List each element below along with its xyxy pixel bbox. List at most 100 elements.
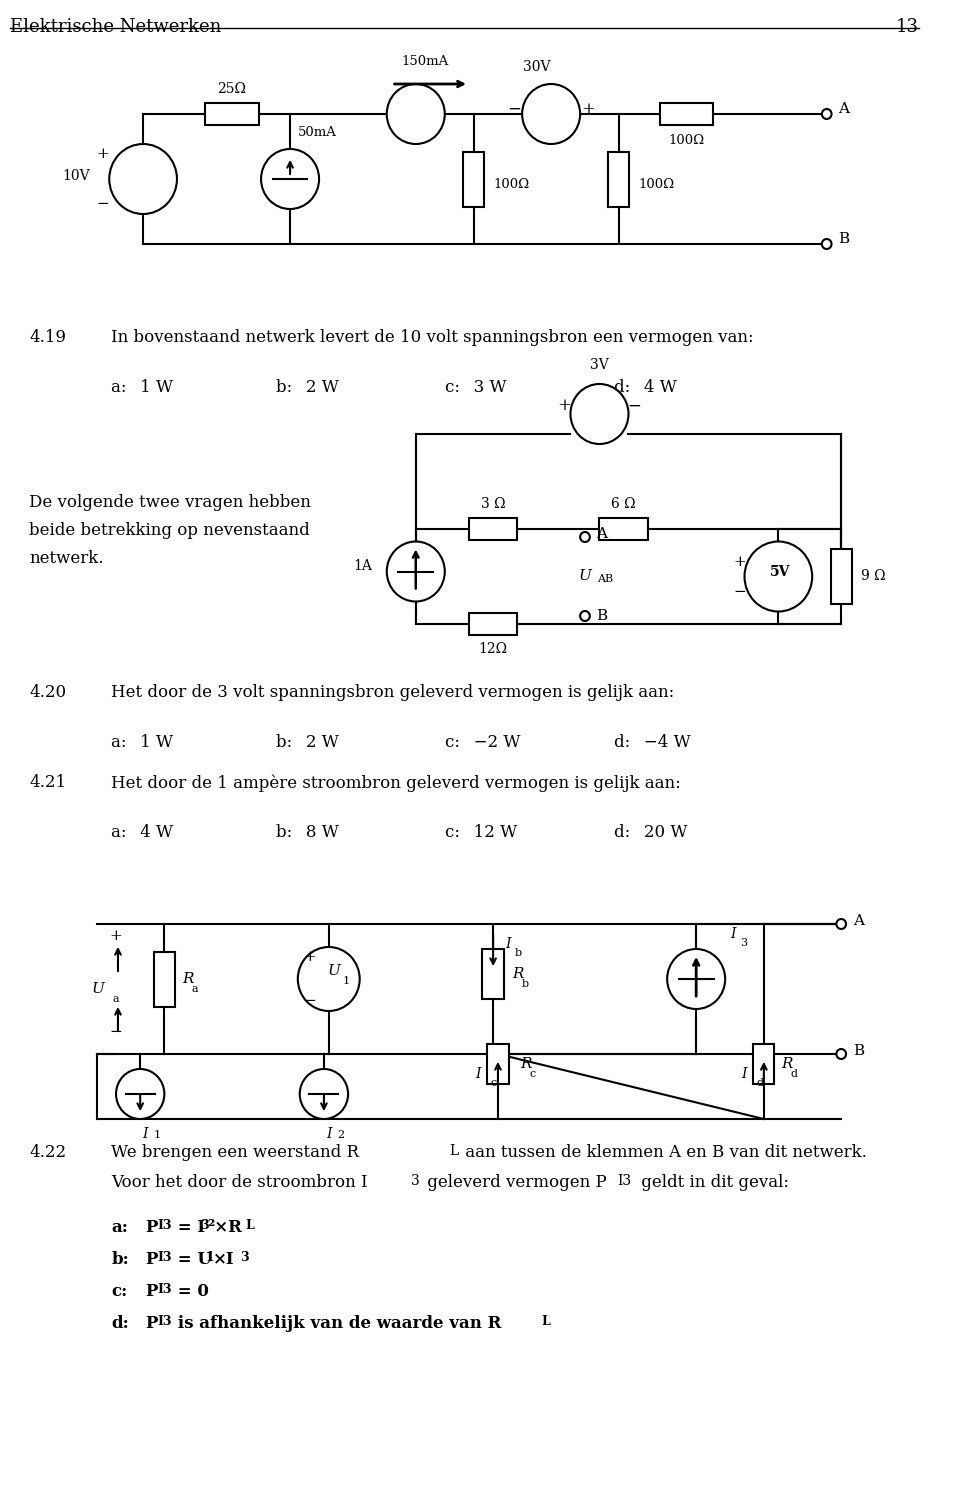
Text: 3 Ω: 3 Ω <box>481 496 505 511</box>
Text: 9 Ω: 9 Ω <box>860 570 885 584</box>
Text: b:: b: <box>111 1251 129 1268</box>
Text: A: A <box>838 102 850 116</box>
Bar <box>468 517 517 540</box>
Text: U: U <box>327 964 340 978</box>
Text: b: b <box>522 979 529 990</box>
Text: I: I <box>326 1126 331 1142</box>
Text: = I: = I <box>172 1220 205 1236</box>
Text: aan tussen de klemmen A en B van dit netwerk.: aan tussen de klemmen A en B van dit net… <box>460 1145 867 1161</box>
Circle shape <box>387 541 444 602</box>
Text: −: − <box>303 994 316 1008</box>
Text: +: + <box>733 555 746 569</box>
Circle shape <box>580 611 589 621</box>
Circle shape <box>822 239 831 250</box>
Text: c: c <box>530 1069 536 1078</box>
Text: B: B <box>852 1044 864 1057</box>
Text: = 0: = 0 <box>172 1283 209 1299</box>
Text: a: a <box>112 994 119 1005</box>
Bar <box>154 952 175 1006</box>
Text: +: + <box>581 101 595 117</box>
Circle shape <box>387 84 444 144</box>
Text: I: I <box>741 1066 747 1081</box>
Text: L: L <box>449 1145 459 1158</box>
Circle shape <box>522 84 580 144</box>
Bar <box>483 949 504 999</box>
Text: R: R <box>513 967 524 981</box>
Text: c:  3 W: c: 3 W <box>444 379 506 396</box>
Text: I3: I3 <box>157 1251 172 1263</box>
Text: 5V: 5V <box>770 564 790 579</box>
Text: 4.21: 4.21 <box>29 775 66 791</box>
Text: P: P <box>145 1314 157 1333</box>
Text: 50mA: 50mA <box>298 126 337 138</box>
Text: beide betrekking op nevenstaand: beide betrekking op nevenstaand <box>29 522 310 538</box>
Text: A: A <box>596 526 608 541</box>
Text: 3: 3 <box>200 1220 208 1232</box>
Text: 1: 1 <box>343 976 349 987</box>
Text: 1: 1 <box>206 1251 215 1263</box>
Text: +: + <box>96 147 108 161</box>
Text: = U: = U <box>172 1251 212 1268</box>
Text: netwerk.: netwerk. <box>29 550 104 567</box>
Circle shape <box>822 108 831 119</box>
Bar <box>609 152 630 206</box>
Text: Voor het door de stroombron I: Voor het door de stroombron I <box>111 1175 368 1191</box>
Bar <box>205 102 258 125</box>
Text: ²×R: ²×R <box>207 1220 242 1236</box>
Text: d: d <box>756 1078 763 1087</box>
Text: De volgende twee vragen hebben: De volgende twee vragen hebben <box>29 493 311 511</box>
Text: 30V: 30V <box>523 60 550 74</box>
Text: a: a <box>191 984 198 994</box>
Text: I: I <box>475 1066 481 1081</box>
Text: geleverd vermogen P: geleverd vermogen P <box>421 1175 607 1191</box>
Text: 10V: 10V <box>62 168 90 183</box>
Circle shape <box>836 919 846 929</box>
Text: I: I <box>730 926 735 942</box>
Text: −: − <box>508 101 521 117</box>
Bar <box>468 614 517 635</box>
Text: b:  8 W: b: 8 W <box>276 824 339 841</box>
Text: I3: I3 <box>617 1175 631 1188</box>
Text: 3V: 3V <box>590 358 609 371</box>
Text: d:  20 W: d: 20 W <box>614 824 687 841</box>
Text: ×I: ×I <box>213 1251 234 1268</box>
Text: U: U <box>91 982 105 996</box>
Text: R: R <box>520 1057 532 1071</box>
Circle shape <box>836 1048 846 1059</box>
Text: geldt in dit geval:: geldt in dit geval: <box>636 1175 789 1191</box>
Bar <box>463 152 485 206</box>
Text: A: A <box>852 914 864 928</box>
Text: 4.19: 4.19 <box>29 329 66 346</box>
Circle shape <box>109 144 177 214</box>
Text: I3: I3 <box>157 1314 172 1328</box>
Circle shape <box>298 948 360 1011</box>
Text: a:: a: <box>111 1220 128 1236</box>
Bar <box>660 102 713 125</box>
Text: d: d <box>791 1069 798 1078</box>
Circle shape <box>300 1069 348 1119</box>
Text: Het door de 1 ampère stroombron geleverd vermogen is gelijk aan:: Het door de 1 ampère stroombron geleverd… <box>111 775 681 791</box>
Text: 4.22: 4.22 <box>29 1145 66 1161</box>
Text: −: − <box>109 1026 123 1039</box>
Text: −: − <box>96 197 108 211</box>
Text: 100Ω: 100Ω <box>493 177 529 191</box>
Text: 150mA: 150mA <box>402 56 449 68</box>
Text: U: U <box>579 570 591 584</box>
Circle shape <box>745 541 812 612</box>
Text: Elektrische Netwerken: Elektrische Netwerken <box>10 18 221 36</box>
Text: b:  2 W: b: 2 W <box>276 379 339 396</box>
Text: R: R <box>781 1057 793 1071</box>
Text: 12Ω: 12Ω <box>478 642 508 656</box>
Text: b: b <box>515 948 521 958</box>
Text: a:  1 W: a: 1 W <box>111 379 174 396</box>
Text: b:  2 W: b: 2 W <box>276 734 339 750</box>
Circle shape <box>580 532 589 541</box>
Text: AB: AB <box>596 575 612 585</box>
Text: P: P <box>145 1220 157 1236</box>
Text: 3: 3 <box>411 1175 420 1188</box>
Text: 100Ω: 100Ω <box>668 134 705 147</box>
Text: 13: 13 <box>896 18 919 36</box>
Text: 25Ω: 25Ω <box>218 83 247 96</box>
Bar <box>830 549 852 605</box>
Text: 100Ω: 100Ω <box>638 177 674 191</box>
